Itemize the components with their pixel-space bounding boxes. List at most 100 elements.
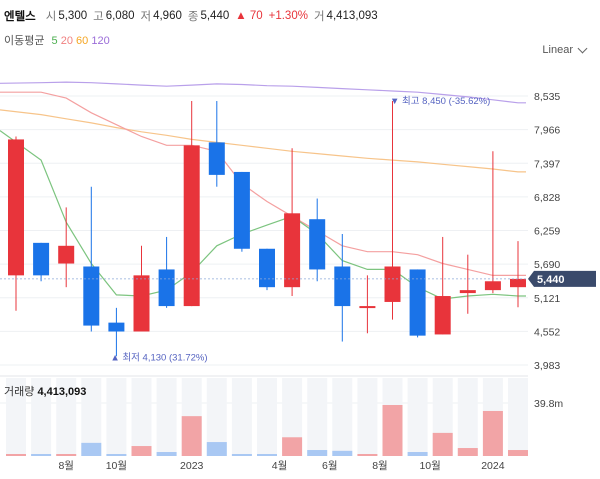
x-tick-label: 10월 [106,460,127,472]
candle-body [183,145,200,307]
ma-legend-title: 이동평균 [4,35,45,47]
volume-bar [482,410,503,456]
low-label: 저 [140,11,152,23]
volume-bar [106,454,127,456]
candle-body [33,242,50,276]
annotations: ▼ 최고 8,450 (-35.62%) ▲ 최저 4,130 (31.72%) 5… [0,96,596,363]
x-tick-label: 8월 [58,460,74,472]
x-tick-label: 2024 [481,460,505,472]
open-label: 시 [45,11,57,23]
candle-body [384,266,401,302]
max-price-annotation: ▼ 최고 8,450 (-35.62%) [390,96,490,107]
volume-background-bar [282,378,303,456]
volume-background-bar [357,378,378,456]
volume-bar [257,454,277,456]
volume-bar [382,405,403,456]
ma-60-label: 60 [76,35,89,47]
volume-bars [6,405,528,456]
volume-bar [457,448,478,456]
x-tick-label: 6월 [322,460,338,472]
candle-body [158,269,175,307]
stock-summary-header: 엔텔스 시 5,300 고 6,080 저 4,960 종 5,440 ▲ 70… [4,8,384,24]
stock-name: 엔텔스 [4,11,36,23]
volume-background-bar [31,378,52,456]
x-tick-label: 2023 [180,460,204,472]
x-tick-label: 4월 [272,460,288,472]
ma-5-label: 5 [51,35,58,47]
candle-body [510,278,526,288]
volume-bar [56,454,77,456]
volume-background-bar [508,378,528,456]
x-tick-label: 8월 [372,460,388,472]
volume-background-bar [56,378,77,456]
candle-body [8,139,24,276]
volume-bar [81,442,102,456]
volume-bar [332,450,353,456]
volume-bar [131,446,152,456]
volume-bar [6,454,26,456]
volume-bar [508,450,528,456]
open-value: 5,300 [58,10,88,22]
volume-background-bar [6,378,26,456]
candle-body [208,142,225,175]
moving-average-lines [0,81,526,300]
volume-background-bar [307,378,328,456]
candlesticks [8,101,526,357]
candle-body [233,171,250,249]
candle-body [83,266,100,326]
high-value: 6,080 [105,10,135,22]
y-tick-label: 5,121 [534,293,560,305]
volume-bar [31,454,52,456]
volume-background-bar [457,378,478,456]
volume-title: 거래량 4,413,093 [4,383,86,399]
high-label: 고 [93,11,104,23]
volume-bar [282,437,303,456]
volume-bar [181,416,202,456]
volume-bar [307,450,328,456]
volume-bar [357,454,378,456]
change-value: ▲ 70 [235,10,263,22]
volume-bar [407,452,428,456]
volume-background-bar [106,378,127,456]
ma60-line [0,109,526,173]
ma20-line [0,91,526,276]
close-value: 5,440 [200,10,230,22]
y-tick-label: 3,983 [534,360,560,372]
close-label: 종 [187,11,199,23]
volume-background-bar [81,378,102,456]
candle-body [459,290,476,294]
change-percent: +1.30% [268,10,308,22]
x-tick-label: 10월 [419,460,440,472]
volume-title-value: 4,413,093 [37,386,87,398]
y-axis-labels: 8,535 7,966 7,397 6,828 6,259 5,690 5,121 4,552… [534,91,563,410]
ma-120-label: 120 [91,35,110,47]
ma5-line [0,130,526,300]
x-axis-labels: 8월 10월 2023 4월 6월 8월 10월 2024 [58,460,504,472]
candle-body [434,296,451,335]
candle-body [284,213,301,288]
y-tick-label: 7,397 [534,158,560,170]
low-value: 4,960 [153,10,182,22]
scale-label: Linear [542,44,573,56]
candle-body [309,219,326,270]
volume-bar [231,454,252,456]
y-tick-label: 6,259 [534,226,560,238]
y-tick-label: 8,535 [534,91,560,103]
candle-body [58,245,75,264]
moving-average-legend[interactable]: 이동평균 5 20 60 120 [4,32,110,48]
ma120-line [0,81,526,104]
volume-label: 거 [313,11,325,23]
volume-bar [156,452,177,456]
volume-background-bar [131,378,152,456]
candle-body [259,248,275,288]
min-price-annotation: ▲ 최저 4,130 (31.72%) [110,352,207,363]
candle-body [334,266,351,307]
scale-selector[interactable]: Linear [542,43,588,56]
volume-bar [206,442,227,456]
volume-bar [432,432,453,456]
volume-background-bar [231,378,252,456]
last-price-tag [528,270,596,287]
ma-20-label: 20 [60,35,73,47]
volume-background-bar [407,378,428,456]
